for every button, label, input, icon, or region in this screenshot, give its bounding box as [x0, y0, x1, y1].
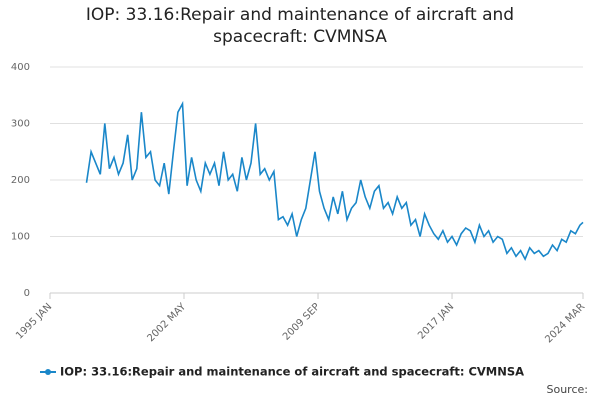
source: Source:	[547, 383, 589, 396]
y-tick-label: 400	[11, 62, 30, 73]
y-tick-label: 300	[11, 119, 30, 130]
x-tick-label: 2009 SEP	[281, 301, 322, 342]
legend-marker	[45, 369, 51, 375]
x-tick-label: 1995 JAN	[14, 301, 54, 341]
chart-title: IOP: 33.16:Repair and maintenance of air…	[85, 5, 515, 47]
y-tick-label: 100	[11, 232, 30, 243]
y-tick-label: 0	[24, 288, 30, 299]
x-tick-label: 2017 JAN	[416, 301, 456, 341]
y-tick-label: 200	[11, 175, 30, 186]
legend-label: IOP: 33.16:Repair and maintenance of air…	[60, 365, 524, 379]
x-tick-label: 2024 MAR	[543, 301, 587, 345]
x-tick-label: 2002 MAY	[146, 301, 189, 344]
series-line	[85, 100, 584, 261]
